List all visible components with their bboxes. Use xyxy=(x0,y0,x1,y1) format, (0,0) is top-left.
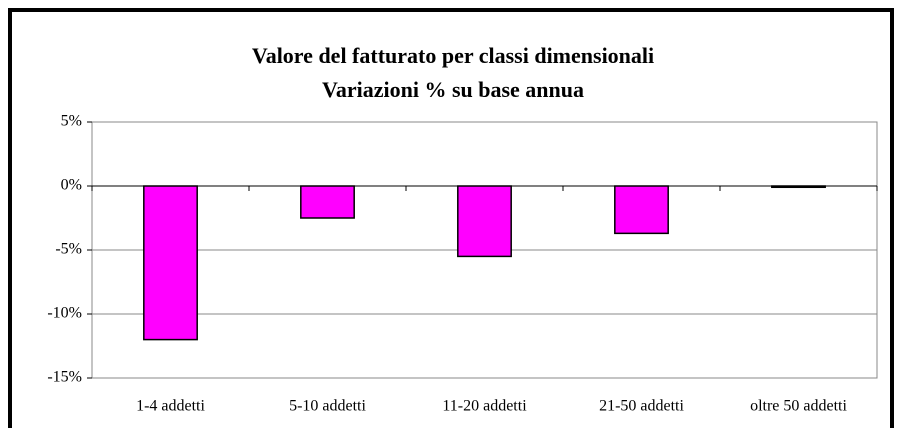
bar xyxy=(771,185,826,189)
bar xyxy=(457,185,512,258)
x-tick-label: 21-50 addetti xyxy=(599,398,684,415)
y-tick-label: -5% xyxy=(55,241,82,258)
x-tick-label: 11-20 addetti xyxy=(442,398,527,415)
y-tick-label: 5% xyxy=(61,113,82,130)
chart-frame xyxy=(8,8,894,428)
y-tick-label: -10% xyxy=(47,305,82,322)
x-tick-label: 5-10 addetti xyxy=(289,398,366,415)
x-tick-label: oltre 50 addetti xyxy=(750,398,847,415)
x-tick-label: 1-4 addetti xyxy=(136,398,205,415)
bar xyxy=(300,185,355,219)
chart-subtitle: Variazioni % su base annua xyxy=(322,77,584,102)
chart-title: Valore del fatturato per classi dimensio… xyxy=(252,43,654,68)
bar xyxy=(614,185,669,235)
y-tick-label: 0% xyxy=(61,177,82,194)
bar xyxy=(143,185,198,341)
y-tick-label: -15% xyxy=(47,369,82,386)
